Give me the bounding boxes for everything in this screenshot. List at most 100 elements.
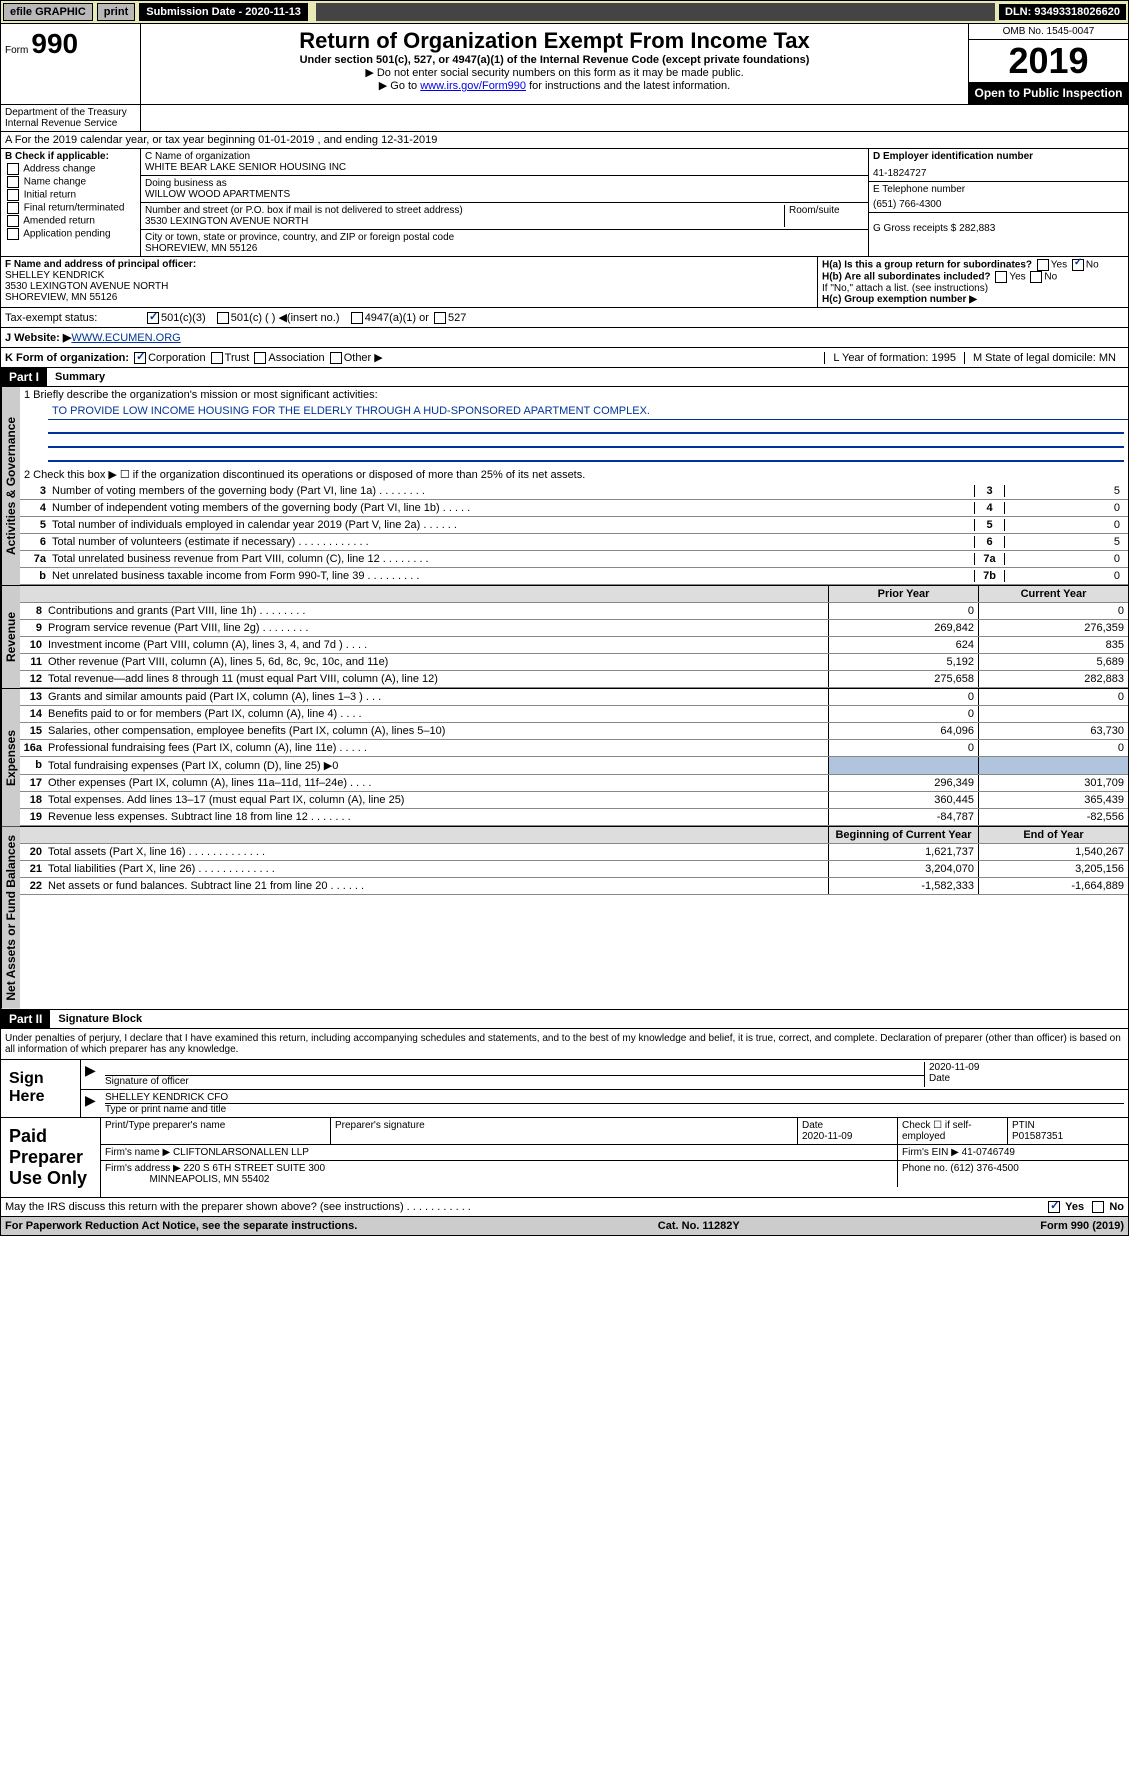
paid-label: Paid Preparer Use Only [1,1118,101,1197]
room-label: Room/suite [784,205,864,227]
topbar-fill [316,3,995,21]
col-de: D Employer identification number 41-1824… [868,149,1128,256]
paid-header-row: Print/Type preparer's name Preparer's si… [101,1118,1128,1145]
hc-label: H(c) Group exemption number ▶ [822,294,1124,305]
part1-title: Part I [1,368,47,386]
l-label: L Year of formation: 1995 [824,352,964,364]
form-label: Form [5,45,28,56]
ts-label: Tax-exempt status: [5,312,145,324]
hb-row: H(b) Are all subordinates included? Yes … [822,271,1124,283]
discuss-no[interactable] [1092,1201,1104,1213]
data-line: 18Total expenses. Add lines 13–17 (must … [20,792,1128,809]
data-line: bTotal fundraising expenses (Part IX, co… [20,757,1128,775]
arrow-icon: ▶ [85,1062,105,1087]
cb-corp[interactable] [134,352,146,364]
ts-opt2: 501(c) ( ) ◀(insert no.) [231,311,340,324]
city-value: SHOREVIEW, MN 55126 [145,243,864,254]
arrow-icon: ▶ [85,1092,105,1115]
paid-preparer: Paid Preparer Use Only Print/Type prepar… [0,1118,1129,1198]
mission-text: TO PROVIDE LOW INCOME HOUSING FOR THE EL… [48,403,1128,420]
city-label: City or town, state or province, country… [145,232,864,243]
cb-assoc[interactable] [254,352,266,364]
summary-line: 7aTotal unrelated business revenue from … [20,551,1128,568]
fh-row: F Name and address of principal officer:… [0,257,1129,308]
summary-line: bNet unrelated business taxable income f… [20,568,1128,585]
addr-label: Number and street (or P.O. box if mail i… [145,205,784,216]
officer-name: SHELLEY KENDRICK CFO [105,1092,1124,1104]
part1-header: Part I Summary [0,368,1129,387]
instructions-link[interactable]: www.irs.gov/Form990 [420,80,526,92]
col-beg: Beginning of Current Year [828,827,978,843]
main-title: Return of Organization Exempt From Incom… [145,28,964,54]
footer-mid: Cat. No. 11282Y [658,1220,740,1232]
f-addr1: 3530 LEXINGTON AVENUE NORTH [5,281,813,292]
website-link[interactable]: WWW.ECUMEN.ORG [71,332,180,344]
ha-row: H(a) Is this a group return for subordin… [822,259,1124,271]
ha-no[interactable] [1072,259,1084,271]
na-header: Beginning of Current Year End of Year [20,827,1128,844]
form-990: 990 [31,28,78,59]
dba-value: WILLOW WOOD APARTMENTS [145,189,864,200]
phone-value: (651) 766-4300 [873,195,1124,210]
side-na: Net Assets or Fund Balances [1,827,20,1009]
part2-title: Part II [1,1010,50,1028]
note2: ▶ Go to www.irs.gov/Form990 for instruct… [145,79,964,92]
data-line: 19Revenue less expenses. Subtract line 1… [20,809,1128,826]
open-public: Open to Public Inspection [969,82,1128,104]
sig-date: 2020-11-09 [929,1062,1124,1073]
cb-501c[interactable] [217,312,229,324]
print-button[interactable]: print [97,3,135,21]
website-row: J Website: ▶ WWW.ECUMEN.ORG [0,328,1129,348]
ein-label: D Employer identification number [873,151,1124,162]
ein-row: D Employer identification number 41-1824… [869,149,1128,182]
city-row: City or town, state or province, country… [141,230,868,256]
firm-ein: 41-0746749 [962,1147,1015,1158]
cb-trust[interactable] [211,352,223,364]
cb-527[interactable] [434,312,446,324]
tax-status-row: Tax-exempt status: 501(c)(3) 501(c) ( ) … [0,308,1129,328]
ein-value: 41-1824727 [873,162,1124,179]
officer-name-row: ▶ SHELLEY KENDRICK CFO Type or print nam… [81,1090,1128,1117]
firm-phone: (612) 376-4500 [950,1163,1018,1174]
firm-addr-label: Firm's address ▶ [105,1163,181,1174]
sig-date-label: Date [929,1073,1124,1084]
firm-ein-label: Firm's EIN ▶ [902,1147,959,1158]
ph5v: P01587351 [1012,1131,1063,1142]
cb-4947[interactable] [351,312,363,324]
note2-post: for instructions and the latest informat… [529,80,730,92]
gross-row: G Gross receipts $ 282,883 [869,213,1128,236]
ha-yes[interactable] [1037,259,1049,271]
phone-label: E Telephone number [873,184,1124,195]
summary-body: Activities & Governance 1 Briefly descri… [0,387,1129,586]
firm-label: Firm's name ▶ [105,1147,170,1158]
data-line: 14Benefits paid to or for members (Part … [20,706,1128,723]
rule1 [48,420,1124,434]
dba-label: Doing business as [145,178,864,189]
ph5: PTIN [1012,1120,1035,1131]
addr-value: 3530 LEXINGTON AVENUE NORTH [145,216,784,227]
dba-row: Doing business as WILLOW WOOD APARTMENTS [141,176,868,203]
hb-yes[interactable] [995,271,1007,283]
cb-501c3[interactable] [147,312,159,324]
discuss-yes[interactable] [1048,1201,1060,1213]
sig-fields: ▶ Signature of officer 2020-11-09 Date ▶… [81,1060,1128,1117]
firm-name-row: Firm's name ▶ CLIFTONLARSONALLEN LLP Fir… [101,1145,1128,1161]
line1-label: 1 Briefly describe the organization's mi… [20,387,1128,403]
instr-cell [141,105,1128,131]
part1-label: Summary [55,371,105,383]
title-cell: Return of Organization Exempt From Incom… [141,24,968,104]
summary-line: 5Total number of individuals employed in… [20,517,1128,534]
cb-addr: Address change [5,163,136,175]
hb-label: H(b) Are all subordinates included? [822,272,991,283]
h-note: If "No," attach a list. (see instruction… [822,283,1124,294]
gov-content: 1 Briefly describe the organization's mi… [20,387,1128,585]
k-row: K Form of organization: Corporation Trus… [0,348,1129,368]
type-name-label: Type or print name and title [105,1104,1124,1115]
col-end: End of Year [978,827,1128,843]
data-line: 15Salaries, other compensation, employee… [20,723,1128,740]
hb-no[interactable] [1030,271,1042,283]
rev-content: Prior Year Current Year 8Contributions a… [20,586,1128,688]
cb-other[interactable] [330,352,342,364]
cb-name: Name change [5,176,136,188]
k-label: K Form of organization: [5,352,129,364]
